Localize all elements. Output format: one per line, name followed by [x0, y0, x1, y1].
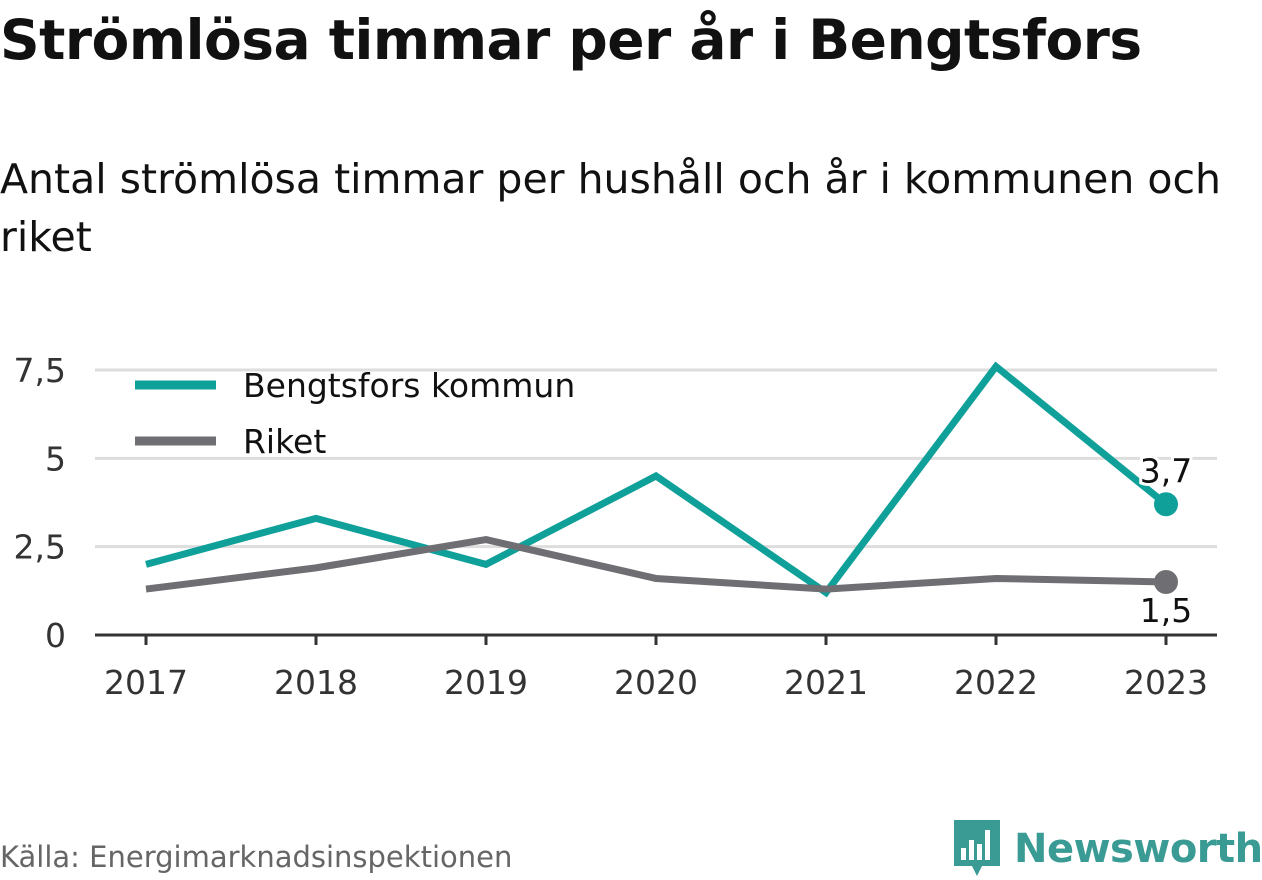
x-tick-label: 2022 — [954, 663, 1038, 702]
legend-label: Riket — [243, 422, 326, 461]
chart-title: Strömlösa timmar per år i Bengtsfors — [0, 8, 1142, 72]
brand-logo: Newsworthy — [952, 818, 1262, 880]
y-tick-label: 5 — [45, 439, 66, 478]
legend-label: Bengtsfors kommun — [243, 366, 575, 405]
source-note: Källa: Energimarknadsinspektionen — [0, 840, 513, 874]
series-line-bengtsfors — [145, 361, 1169, 598]
chart-subtitle: Antal strömlösa timmar per hushåll och å… — [0, 155, 1221, 261]
end-value-label-bengtsfors: 3,7 — [1140, 451, 1192, 490]
x-tick-label: 2021 — [784, 663, 868, 702]
y-tick-label: 2,5 — [14, 528, 66, 567]
x-tick-label: 2017 — [104, 663, 188, 702]
end-marker — [1154, 570, 1178, 594]
end-marker — [1154, 492, 1178, 517]
series-line-riket — [145, 536, 1167, 593]
end-value-label-riket: 1,5 — [1140, 591, 1192, 630]
x-tick-label: 2020 — [614, 663, 698, 702]
x-tick-label: 2019 — [444, 663, 528, 702]
newsworthy-logo-icon — [954, 820, 1000, 876]
y-tick-label: 7,5 — [14, 351, 66, 390]
x-tick-label: 2023 — [1124, 663, 1208, 702]
x-tick-label: 2018 — [274, 663, 358, 702]
brand-name: Newsworthy — [1014, 826, 1262, 872]
y-tick-label: 0 — [45, 616, 66, 655]
